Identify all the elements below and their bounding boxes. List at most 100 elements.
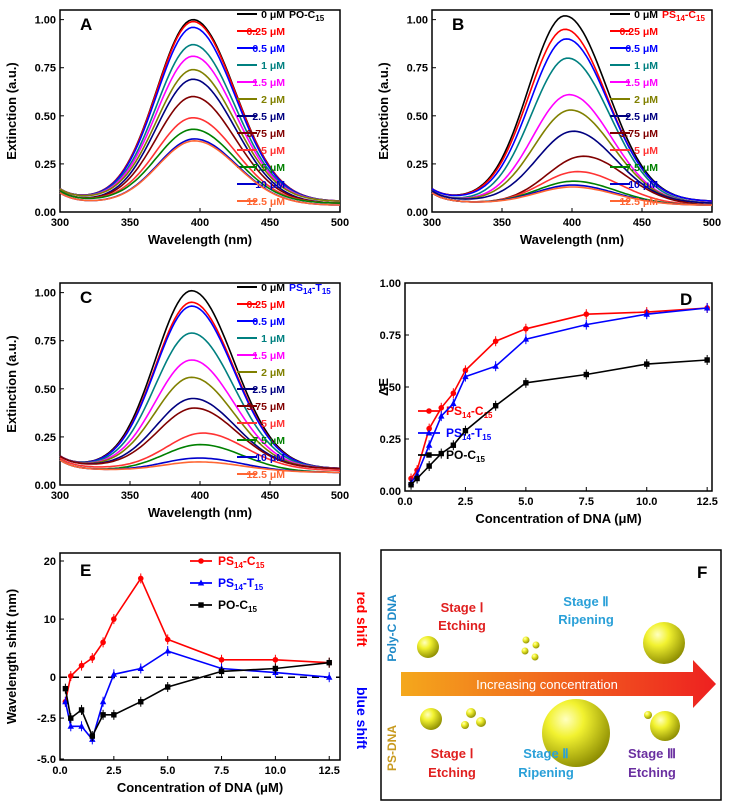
concentration-arrow: [401, 660, 716, 708]
data-point: [583, 321, 590, 328]
legend-entry: 5 μM: [261, 418, 285, 430]
x-tick-label: 500: [703, 217, 721, 229]
top-stage1-title: Stage Ⅰ: [441, 600, 484, 615]
x-tick-label: 10.0: [265, 765, 286, 777]
legend-entry: 0.5 μM: [252, 43, 285, 55]
y-tick-label: 0.50: [35, 111, 56, 123]
panel-e: 0.0 2.5 5.0 7.5 10.0 12.5 Concentration of DNA…: [4, 552, 370, 795]
y-tick-label: 0.25: [380, 434, 401, 446]
y-tick-label: 20: [44, 556, 56, 568]
legend-entry: 1.5 μM: [252, 350, 285, 362]
data-point: [164, 647, 171, 654]
legend-entry: 5 μM: [634, 145, 658, 157]
top-stage1-action: Etching: [438, 618, 486, 633]
arrow-label: Increasing concentration: [476, 677, 618, 692]
legend-title: PS14​-T15​: [289, 282, 331, 296]
y-tick-label: -2.5: [37, 713, 56, 725]
data-point: [492, 338, 499, 345]
x-tick-label: 450: [633, 217, 651, 229]
legend-entry: 12.5 μM: [246, 196, 285, 208]
data-point: [164, 636, 171, 643]
x-tick-label: 500: [331, 217, 349, 229]
legend-entry: 3.75 μM: [246, 401, 285, 413]
particle: [521, 647, 529, 655]
y-tick-label: -5.0: [37, 754, 56, 766]
particle: [461, 721, 469, 729]
data-point: [272, 656, 279, 663]
particle: [420, 708, 442, 730]
data-point: [326, 673, 333, 680]
y-axis-label: Wavelength shift (nm): [4, 589, 19, 724]
legend-entry: 10 μM: [628, 179, 658, 191]
data-point: [438, 405, 445, 411]
x-tick-label: 10.0: [636, 496, 657, 508]
spectrum-line: [431, 186, 713, 206]
data-point: [78, 662, 85, 669]
data-point: [583, 371, 589, 378]
data-point: [450, 400, 457, 407]
x-tick-label: 500: [331, 490, 349, 502]
legend-entry: 2.5 μM: [252, 111, 285, 123]
x-tick-label: 2.5: [458, 496, 473, 508]
y-axis-label: Extinction (a.u.): [4, 335, 19, 433]
y-tick-label: 1.00: [407, 15, 428, 27]
spectrum-line: [59, 332, 341, 470]
legend-entry: PS14​-C15​: [218, 554, 265, 570]
data-point: [137, 664, 144, 671]
legend-entry: 3.75 μM: [246, 128, 285, 140]
x-tick-label: 300: [51, 217, 69, 229]
spectrum-line: [431, 57, 713, 204]
data-point: [67, 722, 74, 729]
y-tick-label: 0.00: [35, 480, 56, 492]
ps-dna-label: PS-DNA: [385, 725, 399, 771]
y-tick-label: 10: [44, 614, 56, 626]
spectrum-line: [59, 305, 341, 470]
x-tick-label: 350: [121, 490, 139, 502]
y-tick-label: 0.75: [35, 63, 56, 75]
data-point: [414, 475, 420, 482]
panel-label-f: F: [697, 563, 707, 582]
x-tick-label: 300: [51, 490, 69, 502]
spectrum-line: [431, 170, 713, 206]
blue-shift-label: blue shift: [354, 687, 370, 750]
y-tick-label: 0.00: [407, 207, 428, 219]
x-tick-label: 5.0: [160, 765, 175, 777]
x-tick-label: 12.5: [319, 765, 340, 777]
data-point: [438, 450, 444, 457]
particle: [650, 711, 680, 741]
particle: [476, 717, 486, 727]
particle: [466, 708, 476, 718]
x-tick-label: 400: [191, 217, 209, 229]
data-point: [523, 325, 529, 332]
x-axis-label: Wavelength (nm): [148, 232, 252, 247]
legend-entry: 0.25 μM: [619, 26, 658, 38]
data-point: [704, 357, 710, 363]
legend-marker: [425, 429, 433, 436]
panel-label: B: [452, 15, 464, 34]
schematic-frame: [380, 549, 722, 801]
legend-entry: PO-C15​: [218, 598, 257, 614]
panel-c: 300 350 400 450 500 0.00 0.25 0.50 0.75 1.00 Wavel…: [4, 282, 349, 520]
spectrum-line: [59, 301, 341, 470]
y-tick-label: 0.00: [380, 486, 401, 498]
legend-entry: 2 μM: [634, 94, 658, 106]
plot-frame: [59, 282, 341, 486]
legend-entry: 0 μM: [261, 9, 285, 21]
legend-marker: [197, 579, 205, 586]
y-tick-label: 0.75: [380, 330, 401, 342]
x-tick-label: 350: [493, 217, 511, 229]
y-tick-label: 0.50: [380, 382, 401, 394]
legend-entry: 0.5 μM: [252, 316, 285, 328]
data-point: [326, 659, 332, 666]
spectrum-line: [431, 130, 713, 204]
particle: [644, 711, 652, 719]
data-point: [408, 482, 414, 488]
spectrum-line: [431, 15, 713, 202]
y-tick-label: 0.25: [407, 159, 428, 171]
y-tick-label: 0.75: [407, 63, 428, 75]
plot-frame: [59, 552, 341, 761]
x-tick-label: 0.0: [52, 765, 67, 777]
data-point: [111, 712, 117, 718]
x-tick-label: 400: [563, 217, 581, 229]
